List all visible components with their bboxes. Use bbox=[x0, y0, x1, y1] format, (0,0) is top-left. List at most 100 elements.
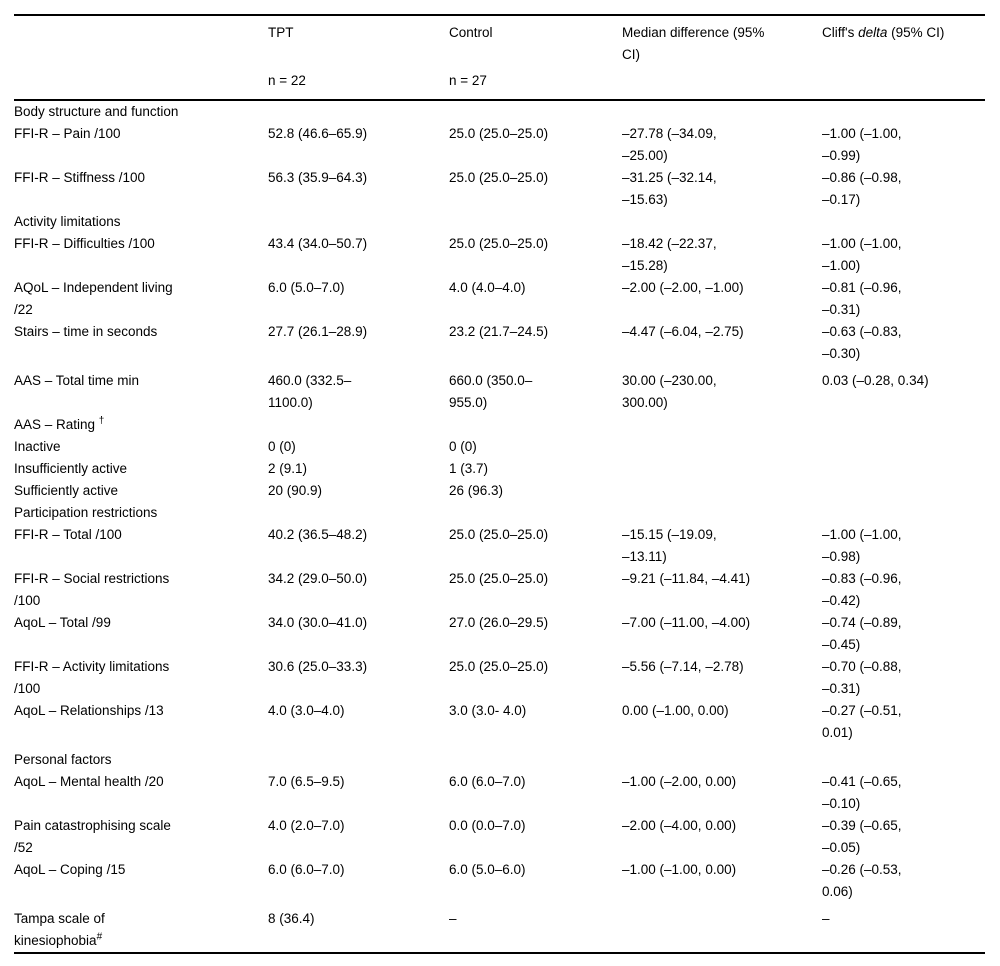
row-label: AqoL – Total /99 bbox=[14, 615, 111, 630]
header-control: Control bbox=[449, 25, 493, 40]
table-row: FFI-R – Difficulties /100 43.4 (34.0–50.7… bbox=[14, 233, 985, 277]
cell-cliffs-delta bbox=[822, 458, 985, 480]
row-label: FFI-R – Total /100 bbox=[14, 527, 122, 542]
cell-control: 25.0 (25.0–25.0) bbox=[449, 126, 549, 141]
section-label: Body structure and function bbox=[14, 104, 179, 119]
cliffs-suffix: (95% CI) bbox=[887, 25, 945, 40]
cell-cliffs-delta: –1.00 (–1.00, –1.00) bbox=[822, 236, 902, 273]
cell-tpt: 0 (0) bbox=[268, 439, 296, 454]
row-label: Pain catastrophising scale /52 bbox=[14, 818, 171, 855]
cell-control: 25.0 (25.0–25.0) bbox=[449, 170, 549, 185]
cell-tpt: 20 (90.9) bbox=[268, 483, 323, 498]
header-tpt: TPT bbox=[268, 25, 294, 40]
cell-cliffs-delta: – bbox=[822, 911, 830, 926]
cell-median-difference: –2.00 (–2.00, –1.00) bbox=[622, 280, 744, 295]
header-median-difference: Median difference (95% CI) bbox=[622, 25, 765, 62]
cell-control bbox=[449, 414, 622, 436]
table-row: AqoL – Total /99 34.0 (30.0–41.0) 27.0 (26… bbox=[14, 612, 985, 656]
cliffs-prefix: Cliff's bbox=[822, 25, 859, 40]
cell-tpt: 43.4 (34.0–50.7) bbox=[268, 236, 368, 251]
cell-median-difference bbox=[622, 903, 822, 953]
table-body: Body structure and function FFI-R – Pain … bbox=[14, 100, 985, 953]
table-row: Insufficiently active 2 (9.1) 1 (3.7) bbox=[14, 458, 985, 480]
subheader-row: n = 22 n = 27 bbox=[14, 70, 985, 100]
cliffs-delta-italic: delta bbox=[858, 25, 888, 40]
cell-median-difference: 0.00 (–1.00, 0.00) bbox=[622, 703, 729, 718]
table-row: AQoL – Independent living /22 6.0 (5.0–7.… bbox=[14, 277, 985, 321]
table-row: FFI-R – Pain /100 52.8 (46.6–65.9) 25.0 (2… bbox=[14, 123, 985, 167]
outcomes-table: TPT Control Median difference (95% CI) C… bbox=[14, 14, 985, 954]
cell-tpt: 6.0 (5.0–7.0) bbox=[268, 280, 345, 295]
cell-tpt: 6.0 (6.0–7.0) bbox=[268, 862, 345, 877]
cell-control: 3.0 (3.0- 4.0) bbox=[449, 703, 527, 718]
row-label: Stairs – time in seconds bbox=[14, 324, 158, 339]
section-label: Activity limitations bbox=[14, 214, 121, 229]
cell-tpt: 7.0 (6.5–9.5) bbox=[268, 774, 345, 789]
table-row: Tampa scale of kinesiophobia# 8 (36.4) – – bbox=[14, 903, 985, 953]
section-row: Activity limitations bbox=[14, 211, 985, 233]
cell-median-difference: –31.25 (–32.14, –15.63) bbox=[622, 170, 717, 207]
cell-cliffs-delta: –0.27 (–0.51, 0.01) bbox=[822, 703, 902, 740]
section-label: Participation restrictions bbox=[14, 505, 158, 520]
cell-cliffs-delta: –1.00 (–1.00, –0.99) bbox=[822, 126, 902, 163]
cell-tpt: 4.0 (3.0–4.0) bbox=[268, 703, 345, 718]
section-label: Personal factors bbox=[14, 752, 112, 767]
cell-control: 0.0 (0.0–7.0) bbox=[449, 818, 526, 833]
cell-cliffs-delta: 0.03 (–0.28, 0.34) bbox=[822, 373, 929, 388]
table-row: Stairs – time in seconds 27.7 (26.1–28.9)… bbox=[14, 321, 985, 365]
cell-control: 25.0 (25.0–25.0) bbox=[449, 527, 549, 542]
cell-tpt bbox=[268, 414, 449, 436]
table-row: Inactive 0 (0) 0 (0) bbox=[14, 436, 985, 458]
cell-control: 6.0 (5.0–6.0) bbox=[449, 862, 526, 877]
cell-control: 0 (0) bbox=[449, 439, 477, 454]
cell-median-difference: –5.56 (–7.14, –2.78) bbox=[622, 659, 744, 674]
cell-cliffs-delta: –0.63 (–0.83, –0.30) bbox=[822, 324, 902, 361]
cell-control: – bbox=[449, 911, 457, 926]
cell-tpt: 460.0 (332.5– 1100.0) bbox=[268, 373, 352, 410]
cell-median-difference: 30.00 (–230.00, 300.00) bbox=[622, 373, 717, 410]
cell-control: 660.0 (350.0– 955.0) bbox=[449, 373, 533, 410]
cell-cliffs-delta: –0.41 (–0.65, –0.10) bbox=[822, 774, 902, 811]
cell-control: 23.2 (21.7–24.5) bbox=[449, 324, 549, 339]
cell-median-difference: –1.00 (–1.00, 0.00) bbox=[622, 862, 737, 877]
row-label: FFI-R – Stiffness /100 bbox=[14, 170, 146, 185]
cell-median-difference bbox=[622, 458, 822, 480]
row-label: AQoL – Independent living /22 bbox=[14, 280, 173, 317]
row-label: FFI-R – Activity limitations /100 bbox=[14, 659, 170, 696]
cell-cliffs-delta: –0.83 (–0.96, –0.42) bbox=[822, 571, 902, 608]
row-label: AqoL – Relationships /13 bbox=[14, 703, 164, 718]
row-label: FFI-R – Social restrictions /100 bbox=[14, 571, 170, 608]
cell-median-difference bbox=[622, 480, 822, 502]
section-row: Personal factors bbox=[14, 744, 985, 771]
table-row: FFI-R – Stiffness /100 56.3 (35.9–64.3) 25… bbox=[14, 167, 985, 211]
row-label: AAS – Total time min bbox=[14, 373, 140, 388]
cell-median-difference: –1.00 (–2.00, 0.00) bbox=[622, 774, 737, 789]
table-row: AqoL – Mental health /20 7.0 (6.5–9.5) 6.0… bbox=[14, 771, 985, 815]
cell-control: 4.0 (4.0–4.0) bbox=[449, 280, 526, 295]
cell-tpt: 34.0 (30.0–41.0) bbox=[268, 615, 368, 630]
subheader-empty bbox=[14, 70, 268, 100]
row-label: Tampa scale of kinesiophobia# bbox=[14, 911, 105, 948]
cell-median-difference bbox=[622, 414, 822, 436]
subheader-empty bbox=[822, 70, 985, 100]
table-row: Pain catastrophising scale /52 4.0 (2.0–7… bbox=[14, 815, 985, 859]
cell-median-difference: –2.00 (–4.00, 0.00) bbox=[622, 818, 737, 833]
table-row: AqoL – Coping /15 6.0 (6.0–7.0) 6.0 (5.0–6… bbox=[14, 859, 985, 903]
cell-median-difference: –9.21 (–11.84, –4.41) bbox=[622, 571, 751, 586]
cell-cliffs-delta: –1.00 (–1.00, –0.98) bbox=[822, 527, 902, 564]
header-empty bbox=[14, 15, 268, 70]
cell-cliffs-delta bbox=[822, 480, 985, 502]
cell-cliffs-delta: –0.26 (–0.53, 0.06) bbox=[822, 862, 902, 899]
subheader-empty bbox=[622, 70, 822, 100]
cell-cliffs-delta: –0.81 (–0.96, –0.31) bbox=[822, 280, 902, 317]
row-label: AqoL – Mental health /20 bbox=[14, 774, 164, 789]
table-row: FFI-R – Activity limitations /100 30.6 (2… bbox=[14, 656, 985, 700]
cell-cliffs-delta bbox=[822, 436, 985, 458]
cell-control: 25.0 (25.0–25.0) bbox=[449, 659, 549, 674]
cell-tpt: 40.2 (36.5–48.2) bbox=[268, 527, 368, 542]
cell-tpt: 2 (9.1) bbox=[268, 461, 308, 476]
cell-cliffs-delta: –0.39 (–0.65, –0.05) bbox=[822, 818, 902, 855]
cell-median-difference: –18.42 (–22.37, –15.28) bbox=[622, 236, 717, 273]
cell-tpt: 8 (36.4) bbox=[268, 911, 315, 926]
